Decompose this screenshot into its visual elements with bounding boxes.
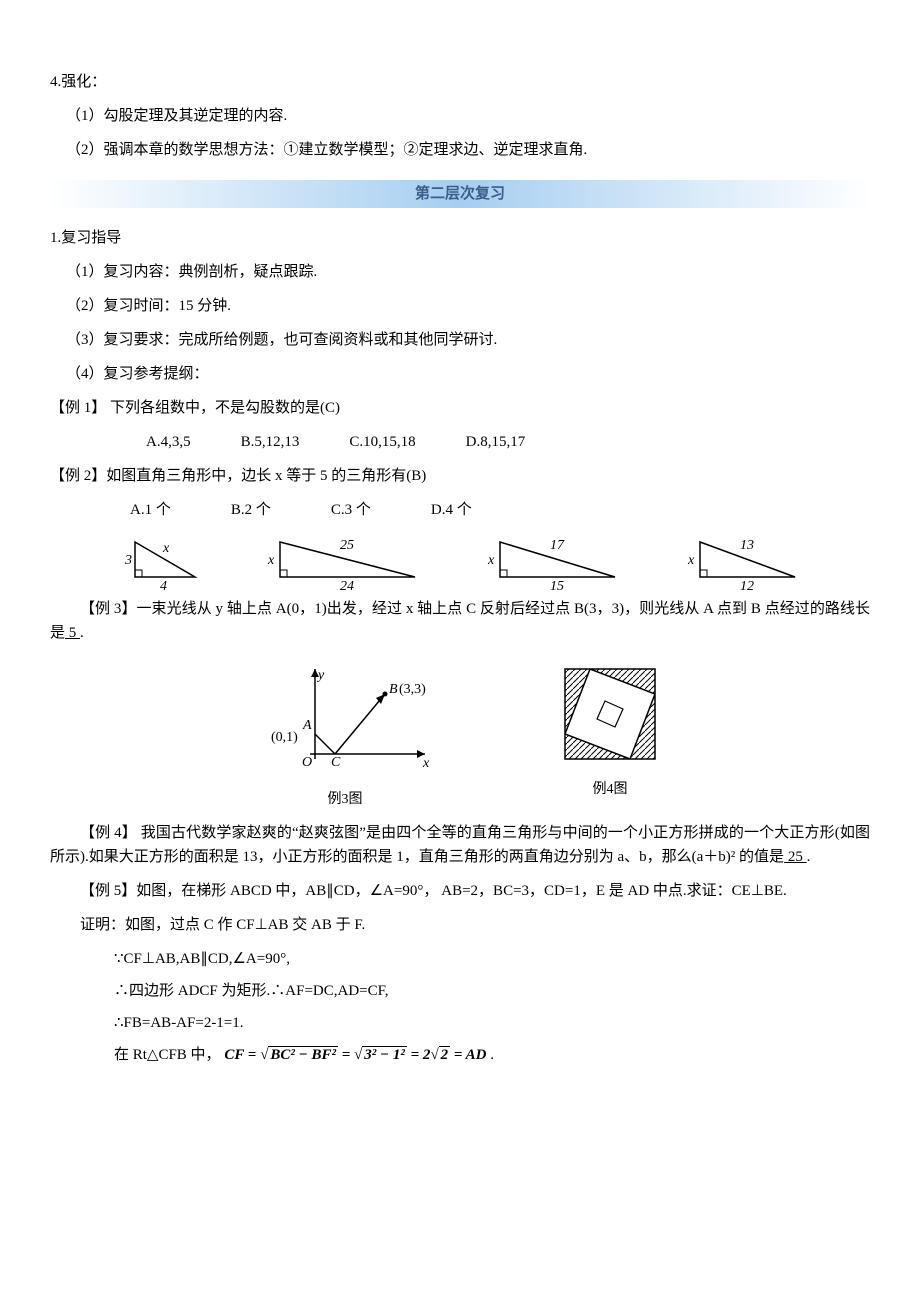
section1-item3: （3）复习要求：完成所给例题，也可查阅资料或和其他同学研讨. — [66, 328, 870, 352]
tri1-left: 3 — [124, 553, 132, 568]
ex2-choices: A.1 个 B.2 个 C.3 个 D.4 个 — [130, 498, 870, 522]
ex3-x: x — [422, 756, 430, 771]
section4-item2: （2）强调本章的数学思想方法：①建立数学模型；②定理求边、逆定理求直角. — [66, 138, 870, 162]
ex5-formula: CF = √BC² − BF² = √3² − 1² = 2√2 = AD — [224, 1047, 490, 1063]
ex3-text-b: . — [80, 625, 84, 641]
ex3-Bcoord: (3,3) — [399, 682, 426, 697]
ex2-choice-d: D.4 个 — [431, 498, 472, 522]
ex4-figure: 例4图 — [555, 659, 665, 811]
ex4-text-b: . — [807, 849, 811, 865]
ex1-choice-c: C.10,15,18 — [349, 430, 415, 454]
tri3-left: x — [487, 553, 495, 568]
ex4-text: 【例 4】 我国古代数学家赵爽的“赵爽弦图”是由四个全等的直角三角形与中间的一个… — [50, 821, 870, 869]
section4-title: 4.强化： — [50, 70, 870, 94]
ex5-stem: 【例 5】如图，在梯形 ABCD 中，AB∥CD，∠A=90°， AB=2，BC… — [50, 879, 870, 903]
section1-item4: （4）复习参考提纲： — [66, 362, 870, 386]
ex4-text-a: 【例 4】 我国古代数学家赵爽的“赵爽弦图”是由四个全等的直角三角形与中间的一个… — [50, 825, 870, 865]
ex5-line2: ∴四边形 ADCF 为矩形.∴AF=DC,AD=CF, — [114, 979, 870, 1003]
tri4-top: 13 — [740, 538, 754, 553]
triangle-1: 3 x 4 — [115, 532, 205, 587]
ex5-line4-prefix: 在 Rt△CFB 中， — [114, 1047, 221, 1063]
ex1-choices: A.4,3,5 B.5,12,13 C.10,15,18 D.8,15,17 — [146, 430, 870, 454]
tri3-bottom: 15 — [550, 579, 564, 594]
ex3-text-a: 【例 3】一束光线从 y 轴上点 A(0，1)出发，经过 x 轴上点 C 反射后… — [50, 601, 870, 641]
tri4-bottom: 12 — [740, 579, 754, 594]
tri1-bottom: 4 — [160, 579, 167, 594]
ex5-line1: ∵CF⊥AB,AB∥CD,∠A=90°, — [114, 947, 870, 971]
ex2-choice-a: A.1 个 — [130, 498, 171, 522]
tri2-bottom: 24 — [340, 579, 354, 594]
section1-item1: （1）复习内容：典例剖析，疑点跟踪. — [66, 260, 870, 284]
level2-banner: 第二层次复习 — [50, 180, 870, 208]
ex2-choice-c: C.3 个 — [331, 498, 371, 522]
ex3-y: y — [316, 668, 325, 683]
ex4-caption: 例4图 — [555, 779, 665, 801]
triangle-4: x 13 12 — [685, 532, 805, 587]
ex3-text: 【例 3】一束光线从 y 轴上点 A(0，1)出发，经过 x 轴上点 C 反射后… — [50, 597, 870, 645]
ex3-ex4-figs: y x A (0,1) O C B (3,3) 例3图 例4图 — [50, 659, 870, 811]
ex3-C: C — [331, 755, 341, 770]
tri1-top: x — [162, 541, 170, 556]
ex3-caption: 例3图 — [255, 789, 435, 811]
ex3-A: A — [302, 718, 312, 733]
ex4-answer: 25 — [784, 849, 807, 865]
ex3-B: B — [389, 682, 398, 697]
ex3-figure: y x A (0,1) O C B (3,3) 例3图 — [255, 659, 435, 811]
section1-item2: （2）复习时间：15 分钟. — [66, 294, 870, 318]
triangle-3: x 17 15 — [485, 532, 625, 587]
section4-item1: （1）勾股定理及其逆定理的内容. — [66, 104, 870, 128]
triangle-2: x 25 24 — [265, 532, 425, 587]
section1-title: 1.复习指导 — [50, 226, 870, 250]
ex1-stem: 【例 1】 下列各组数中，不是勾股数的是(C) — [50, 396, 870, 420]
ex5-line4: 在 Rt△CFB 中， CF = √BC² − BF² = √3² − 1² =… — [114, 1043, 870, 1067]
ex1-choice-a: A.4,3,5 — [146, 430, 191, 454]
ex1-choice-d: D.8,15,17 — [466, 430, 526, 454]
ex1-choice-b: B.5,12,13 — [241, 430, 300, 454]
tri2-top: 25 — [340, 538, 354, 553]
ex3-Acoord: (0,1) — [271, 730, 298, 745]
ex2-triangles: 3 x 4 x 25 24 x 17 15 x 13 12 — [50, 532, 870, 587]
tri2-left: x — [267, 553, 275, 568]
ex3-O: O — [302, 755, 312, 770]
ex2-choice-b: B.2 个 — [231, 498, 271, 522]
ex3-answer: 5 — [65, 625, 80, 641]
ex5-line3: ∴FB=AB-AF=2-1=1. — [114, 1011, 870, 1035]
ex5-proof-intro: 证明：如图，过点 C 作 CF⊥AB 交 AB 于 F. — [50, 913, 870, 937]
ex2-stem: 【例 2】如图直角三角形中，边长 x 等于 5 的三角形有(B) — [50, 464, 870, 488]
tri3-top: 17 — [550, 538, 565, 553]
tri4-left: x — [687, 553, 695, 568]
